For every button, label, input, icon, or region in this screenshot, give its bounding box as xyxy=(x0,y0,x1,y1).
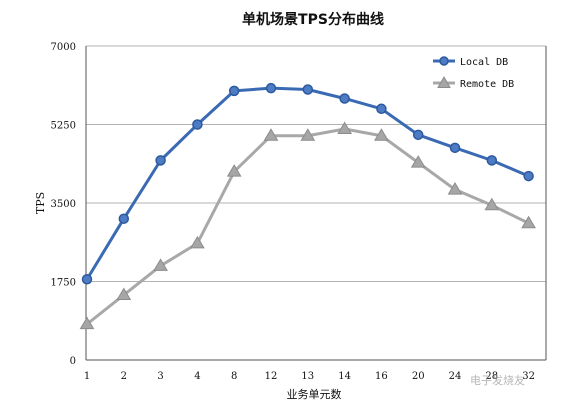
data-point xyxy=(449,142,461,154)
watermark-text: 电子发烧友 xyxy=(470,373,525,387)
data-point xyxy=(302,84,314,95)
series-lines xyxy=(79,82,536,330)
x-tick-label: 24 xyxy=(449,371,462,382)
x-tick-label: 1 xyxy=(84,371,90,382)
x-axis-label: 业务单元数 xyxy=(287,388,342,401)
x-tick-label: 32 xyxy=(522,371,535,382)
data-point xyxy=(190,235,205,249)
series-line xyxy=(85,86,530,281)
y-tick-label: 7000 xyxy=(51,42,76,53)
x-tick-labels: 1 2 3 4 8 12 13 14 16 20 24 28 32 xyxy=(84,371,535,382)
data-point xyxy=(339,93,350,104)
data-point xyxy=(374,128,389,141)
data-point xyxy=(192,119,203,130)
data-point xyxy=(523,170,534,182)
legend-label: Local DB xyxy=(460,57,508,68)
data-point xyxy=(263,128,279,141)
legend-marker xyxy=(439,56,449,66)
series-line xyxy=(86,127,530,326)
legend-item: Local DB xyxy=(433,56,508,68)
x-tick-label: 8 xyxy=(231,371,237,382)
chart-title: 单机场景TPS分布曲线 xyxy=(242,11,384,28)
data-point xyxy=(155,155,166,166)
legend: Local DB Remote DB xyxy=(433,56,514,90)
y-tick-labels: 0 1750 3500 5250 7000 xyxy=(51,42,76,367)
series-2 xyxy=(79,121,536,330)
legend-marker xyxy=(437,75,451,88)
data-point xyxy=(300,128,316,141)
data-point xyxy=(410,155,426,168)
legend-item: Remote DB xyxy=(433,75,514,90)
data-point xyxy=(226,164,242,177)
x-tick-label: 28 xyxy=(485,371,498,382)
data-point xyxy=(81,274,93,285)
data-point xyxy=(486,155,498,166)
data-point xyxy=(228,85,240,97)
y-tick-label: 3500 xyxy=(51,199,76,210)
x-tick-label: 2 xyxy=(121,371,127,382)
data-point xyxy=(116,287,132,301)
data-point xyxy=(153,258,168,271)
data-point xyxy=(118,213,130,224)
x-tick-label: 13 xyxy=(301,371,314,382)
legend-label: Remote DB xyxy=(460,79,514,90)
data-point xyxy=(412,129,424,141)
data-point xyxy=(265,82,277,94)
x-tick-label: 16 xyxy=(375,371,388,382)
grid-lines xyxy=(86,45,546,282)
data-point xyxy=(337,121,352,135)
x-tick-label: 12 xyxy=(265,371,278,382)
y-tick-label: 0 xyxy=(70,356,76,367)
x-tick-label: 3 xyxy=(157,371,163,382)
x-tick-label: 4 xyxy=(194,371,200,382)
data-point xyxy=(484,197,500,211)
data-point xyxy=(376,103,387,115)
y-tick-label: 5250 xyxy=(51,121,76,132)
x-tick-label: 14 xyxy=(338,371,351,382)
data-point xyxy=(447,182,463,195)
series-1 xyxy=(81,82,534,285)
data-point xyxy=(79,316,95,330)
data-point xyxy=(521,215,536,229)
y-tick-label: 1750 xyxy=(51,278,76,289)
y-axis-label: TPS xyxy=(34,192,47,214)
x-tick-label: 20 xyxy=(412,371,425,382)
